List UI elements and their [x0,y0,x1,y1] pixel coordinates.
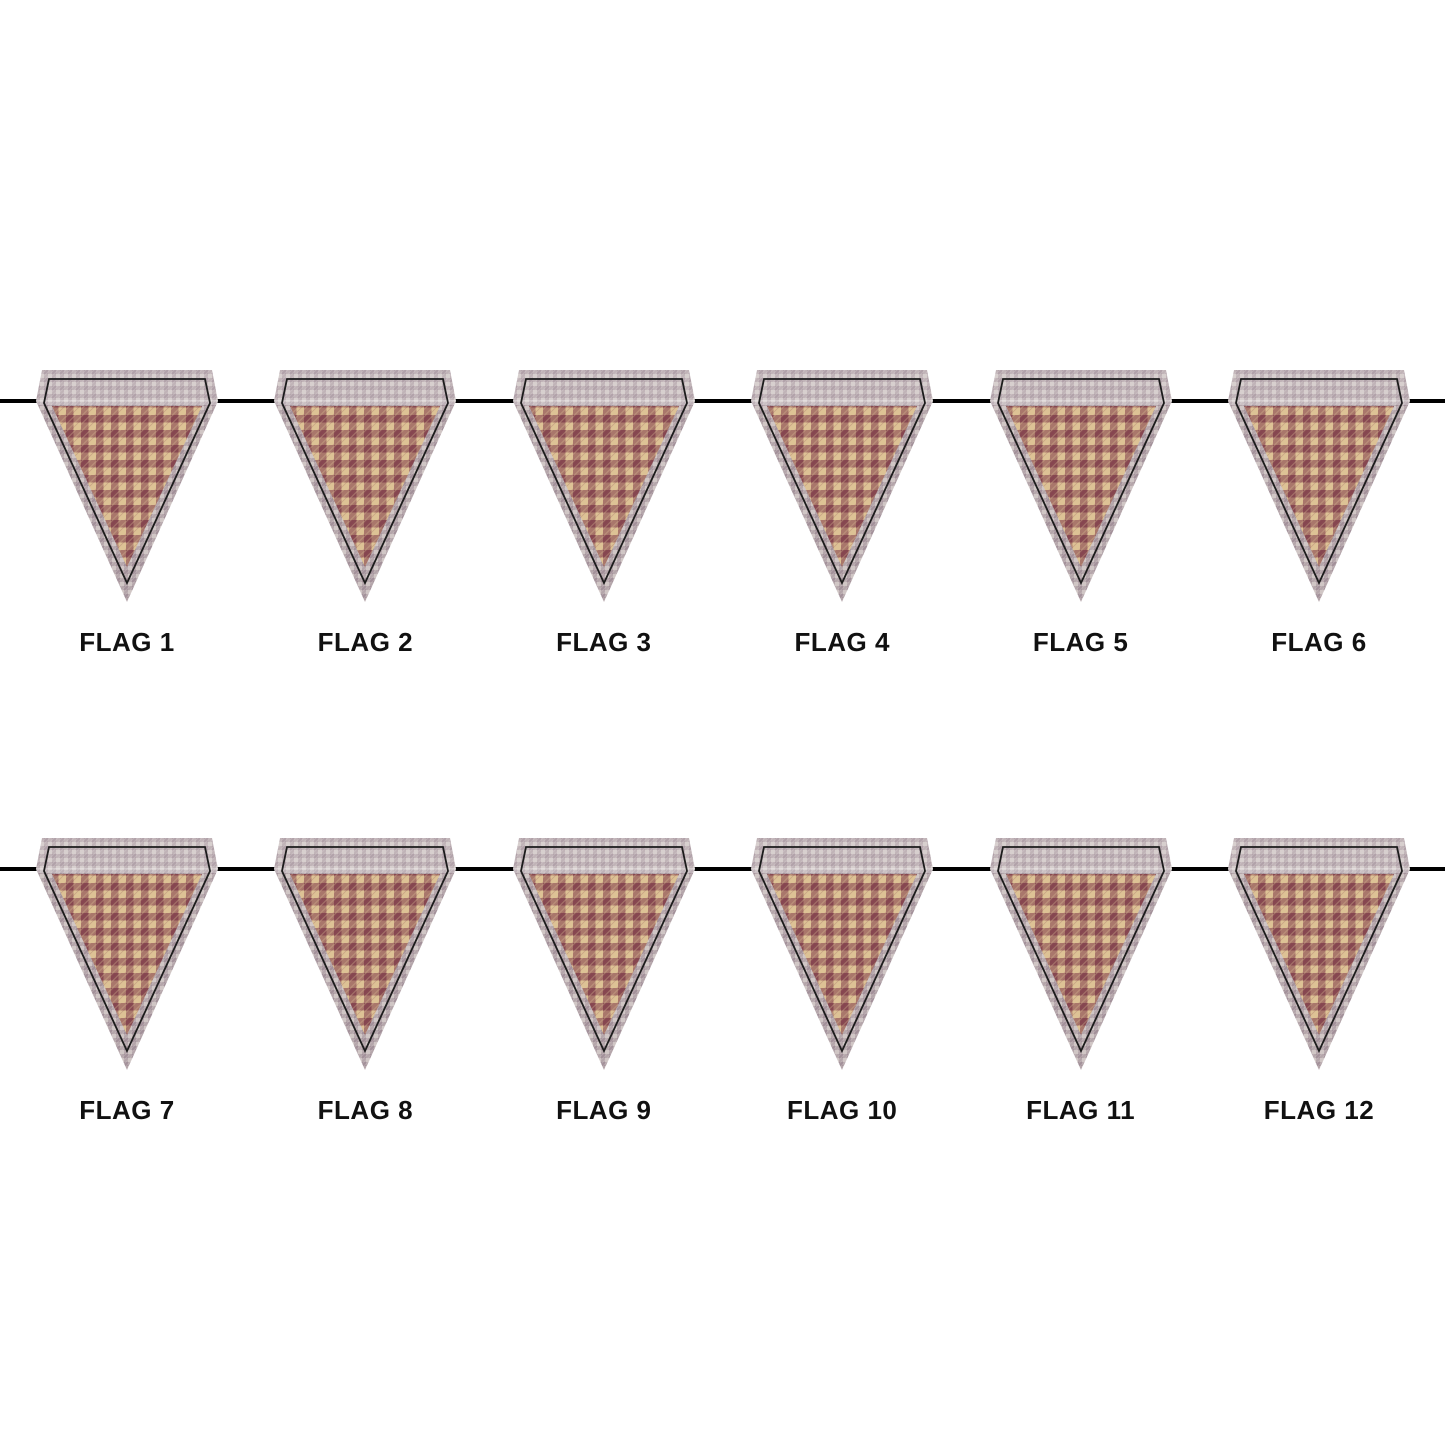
bunting-flag-graphic [1228,838,1410,1070]
flag-center-fabric [290,874,441,1035]
flag-fold-overlay [751,838,934,869]
flag-fold-overlay [512,370,695,401]
flag-fold-edge-highlight [274,868,457,873]
flag-stitch-outline [1235,378,1403,586]
bunting-flag [751,838,934,1070]
flag-fold-edge-highlight [1228,400,1410,405]
flag-stitch-outline [996,846,1165,1054]
flag-label: FLAG 1 [79,627,175,657]
flag-label: FLAG 8 [317,1095,414,1125]
bunting-flag [274,370,457,602]
flag-stitch-outline [43,378,211,586]
flag-center-fabric [1244,406,1394,567]
bunting-flag-graphic [512,370,695,602]
flag-fold-overlay [274,838,457,869]
flag-fold-overlay [274,370,457,401]
flag-fold-edge-highlight [512,868,695,873]
bunting-flag-graphic [512,838,695,1070]
flag-label: FLAG 10 [786,1095,898,1125]
flag-fold-edge-highlight [1228,868,1410,873]
bunting-flag-graphic [36,370,218,602]
flag-center-fabric [528,874,679,1035]
flag-fold-edge-highlight [989,868,1172,873]
bunting-flag [989,370,1172,602]
bunting-string [0,867,1445,871]
flag-fold-overlay [751,370,934,401]
flag-center-fabric [290,406,441,567]
flag-label: FLAG 9 [556,1095,652,1125]
bunting-flag [1228,838,1410,1070]
flag-fold-edge-highlight [512,400,695,405]
flag-fold-overlay [989,838,1172,869]
bunting-flag-graphic [751,370,934,602]
flag-fold-edge-highlight [36,868,218,873]
flag-stitch-outline [519,378,688,586]
flag-stitch-outline [519,846,688,1054]
bunting-flag [751,370,934,602]
bunting-flag-graphic [36,838,218,1070]
flag-fold-edge-highlight [36,400,218,405]
flag-center-fabric [1244,874,1394,1035]
flag-fold-overlay [989,370,1172,401]
flag-fold-edge-highlight [274,400,457,405]
flag-stitch-outline [1235,846,1403,1054]
flag-center-fabric [1005,406,1156,567]
bunting-flag [1228,370,1410,602]
flag-label: FLAG 7 [79,1095,175,1125]
flag-label: FLAG 4 [794,627,890,657]
bunting-flag-graphic [989,838,1172,1070]
flag-label: FLAG 5 [1032,627,1129,657]
flag-fold-overlay [36,370,218,401]
bunting-flag-graphic [751,838,934,1070]
flag-fold-overlay [36,838,218,869]
flag-center-fabric [52,406,202,567]
flag-fold-edge-highlight [751,868,934,873]
flag-stitch-outline [758,378,927,586]
bunting-flag [36,370,218,602]
bunting-flag [512,838,695,1070]
bunting-string [0,399,1445,403]
flag-label: FLAG 11 [1026,1095,1136,1125]
bunting-flag-graphic [1228,370,1410,602]
flag-label: FLAG 2 [317,627,414,657]
flag-stitch-outline [43,846,211,1054]
flag-label: FLAG 3 [556,627,652,657]
flag-fold-overlay [1228,370,1410,401]
bunting-flag [989,838,1172,1070]
flag-stitch-outline [758,846,927,1054]
flag-stitch-outline [996,378,1165,586]
flag-stitch-outline [281,378,450,586]
flag-label: FLAG 12 [1263,1095,1375,1125]
bunting-flag [512,370,695,602]
bunting-flag-graphic [274,838,457,1070]
flag-center-fabric [767,406,918,567]
flag-center-fabric [528,406,679,567]
bunting-flag [274,838,457,1070]
flag-center-fabric [1005,874,1156,1035]
flag-fold-overlay [512,838,695,869]
bunting-flag-graphic [989,370,1172,602]
flag-fold-edge-highlight [751,400,934,405]
flag-center-fabric [767,874,918,1035]
flag-center-fabric [52,874,202,1035]
bunting-flag-graphic [274,370,457,602]
flag-stitch-outline [281,846,450,1054]
flag-label: FLAG 6 [1271,627,1367,657]
bunting-flag [36,838,218,1070]
flag-fold-overlay [1228,838,1410,869]
flag-fold-edge-highlight [989,400,1172,405]
